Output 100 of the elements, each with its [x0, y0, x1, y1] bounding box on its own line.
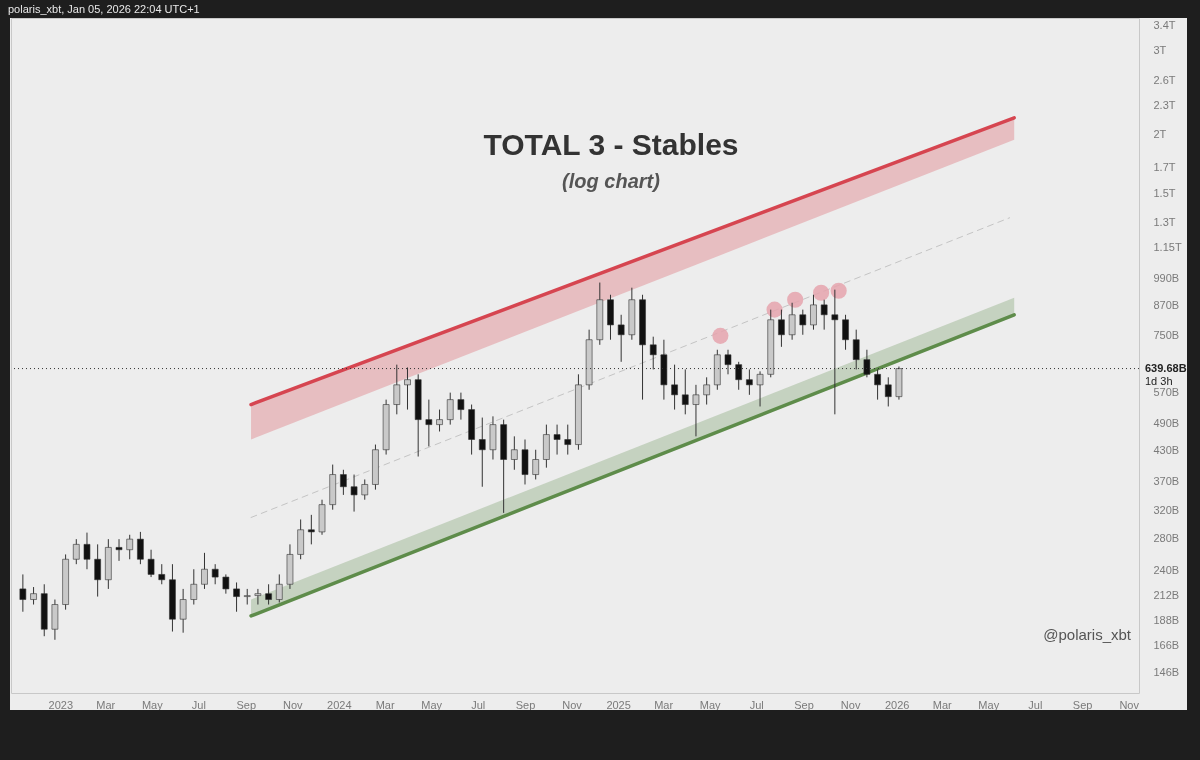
- x-tick-label: Nov: [840, 698, 861, 711]
- candlestick: [361, 478, 369, 501]
- candlestick: [810, 294, 817, 331]
- y-tick-label: 166B: [1153, 639, 1180, 652]
- candlestick: [532, 449, 539, 480]
- candlestick: [126, 534, 134, 560]
- candlestick: [703, 376, 710, 406]
- x-tick-label: 2025: [606, 698, 631, 711]
- text: (log chart): [562, 170, 661, 192]
- x-tick-label: Mar: [375, 698, 395, 711]
- candlestick: [457, 392, 465, 421]
- candlestick: [746, 368, 753, 396]
- candlestick: [254, 588, 262, 606]
- x-tick-label: Sep: [515, 698, 536, 711]
- x-tick-label: 2024: [327, 698, 352, 711]
- candlestick: [350, 474, 358, 513]
- x-tick-label: Mar: [96, 698, 116, 711]
- candlestick: [778, 309, 785, 348]
- candlestick: [233, 581, 240, 613]
- candlestick: [158, 563, 166, 585]
- x-tick-label: Nov: [1119, 698, 1140, 711]
- y-tick-label: 3.4T: [1153, 18, 1176, 31]
- candlestick: [842, 314, 849, 351]
- candlestick: [617, 314, 625, 363]
- x-tick-label: Nov: [282, 698, 304, 711]
- y-tick-label: 1.7T: [1153, 161, 1176, 174]
- candlestick: [201, 552, 208, 590]
- candlestick: [147, 549, 155, 578]
- x-tick-label: 2023: [48, 698, 73, 711]
- x-tick-label: Mar: [932, 698, 952, 711]
- y-tick-label: 188B: [1153, 613, 1180, 626]
- x-tick-label: May: [141, 698, 164, 711]
- x-tick-label: Sep: [1072, 698, 1093, 711]
- y-tick-label: 430B: [1153, 443, 1180, 456]
- y-tick-label: 280B: [1153, 531, 1180, 544]
- candlestick: [788, 302, 796, 341]
- candlestick: [115, 538, 123, 562]
- candlestick: [72, 538, 80, 565]
- x-tick-label: Sep: [236, 698, 256, 711]
- candlestick: [436, 409, 443, 432]
- candlestick: [564, 424, 572, 456]
- candlestick: [308, 514, 315, 545]
- candlestick: [478, 417, 486, 488]
- candlestick: [83, 532, 91, 570]
- candlestick: [692, 384, 700, 437]
- x-tick-label: 2026: [884, 698, 910, 711]
- y-tick-label: 240B: [1153, 563, 1180, 576]
- point: [787, 291, 804, 308]
- y-tick-label: 1.3T: [1153, 216, 1176, 229]
- text: polaris_xbt, Jan 05, 2026 22:04 UTC+1: [8, 3, 200, 15]
- y-tick-label: 370B: [1153, 474, 1180, 487]
- candlestick: [211, 563, 219, 585]
- candlestick: [799, 309, 807, 336]
- x-tick-label: Sep: [794, 698, 814, 711]
- text: TOTAL 3 - Stables: [483, 128, 739, 161]
- x-tick-label: Jul: [191, 698, 206, 711]
- candlestick: [446, 392, 454, 426]
- y-tick-label: 146B: [1153, 665, 1180, 678]
- candlestick: [511, 435, 518, 471]
- y-tick-label: 870B: [1153, 298, 1180, 311]
- point: [813, 284, 830, 301]
- x-tick-label: May: [978, 698, 1000, 711]
- candlestick: [340, 469, 347, 496]
- y-tick-label: 212B: [1153, 589, 1180, 602]
- candlestick: [874, 368, 881, 401]
- x-tick-label: May: [699, 698, 722, 711]
- candlestick: [681, 368, 689, 415]
- annotation: @polaris_xbt: [1043, 626, 1132, 643]
- y-tick-label: 570B: [1153, 385, 1180, 398]
- candlestick: [820, 299, 828, 331]
- candlestick: [756, 370, 764, 407]
- y-tick-label: 750B: [1153, 329, 1180, 342]
- y-tick-label: 1.15T: [1153, 241, 1182, 254]
- point: [766, 301, 783, 318]
- candlestick: [179, 588, 187, 634]
- x-tick-label: Jul: [471, 698, 486, 711]
- x-tick-label: Nov: [562, 698, 583, 711]
- candlestick: [425, 399, 433, 447]
- y-tick-label: 320B: [1153, 504, 1180, 517]
- point: [830, 282, 847, 299]
- x-tick-label: Mar: [654, 698, 674, 711]
- x-tick-label: May: [421, 698, 443, 711]
- candlestick: [94, 543, 101, 598]
- candlestick: [222, 573, 230, 595]
- candlestick: [19, 573, 27, 613]
- y-tick-label: 2T: [1153, 127, 1167, 140]
- point: [712, 327, 729, 344]
- y-tick-label: 990B: [1153, 272, 1180, 285]
- candlestick: [275, 573, 283, 603]
- ref-line-label: 639.68B: [1145, 361, 1187, 374]
- text: 1d 3h: [1145, 374, 1173, 387]
- y-tick-label: 2.3T: [1153, 98, 1176, 111]
- candlestick: [884, 376, 892, 407]
- candlestick: [190, 568, 198, 606]
- y-tick-label: 490B: [1153, 416, 1180, 429]
- x-tick-label: Jul: [749, 698, 764, 711]
- y-tick-label: 2.6T: [1153, 73, 1176, 86]
- y-tick-label: 3T: [1153, 44, 1167, 57]
- candlestick: [137, 531, 144, 565]
- y-tick-label: 1.5T: [1153, 186, 1176, 199]
